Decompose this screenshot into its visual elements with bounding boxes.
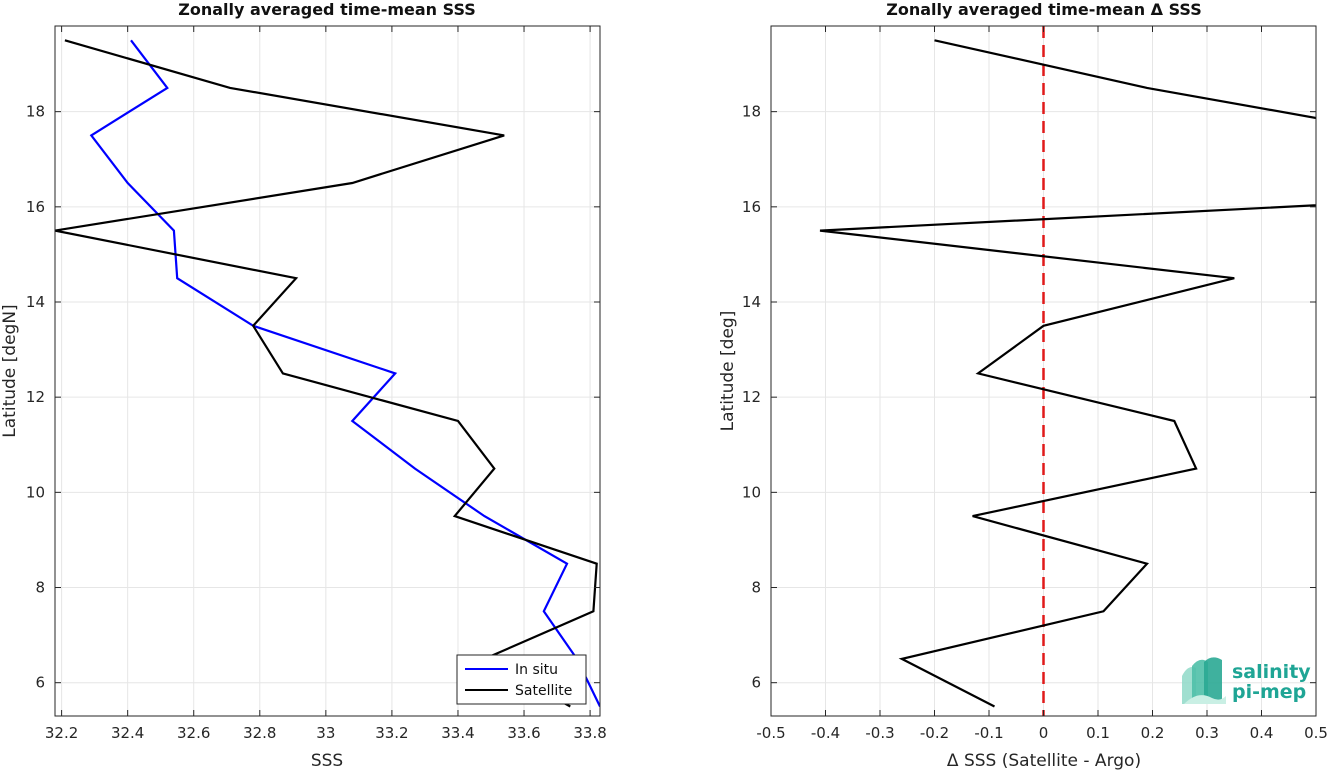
y-tick-label-left: 6 bbox=[35, 674, 45, 692]
x-tick-label-right: -0.1 bbox=[974, 724, 1003, 742]
x-tick-label-right: -0.3 bbox=[865, 724, 894, 742]
series-layer-left bbox=[55, 39, 600, 708]
x-tick-label-right: -0.2 bbox=[920, 724, 949, 742]
panel-left: 32.2 32.4 32.6 32.8 33 33.2 33.4 33.6 33.8 6 8 10 12… bbox=[0, 0, 607, 770]
x-tick-label-right: 0.1 bbox=[1086, 724, 1110, 742]
legend: In situ Satellite bbox=[456, 654, 587, 705]
chart-title-right: Zonally averaged time-mean Δ SSS bbox=[886, 0, 1202, 19]
y-tick-label-left: 8 bbox=[35, 579, 45, 597]
ticks-right: -0.5 -0.4 -0.3 -0.2 -0.1 0 0.1 0.2 0.3 0.4 0.5 6 8 10… bbox=[742, 26, 1328, 742]
series-line-in-situ bbox=[89, 39, 600, 707]
y-tick-label-right: 18 bbox=[742, 103, 761, 121]
x-tick-label-left: 33.4 bbox=[441, 724, 474, 742]
panel-right: -0.5 -0.4 -0.3 -0.2 -0.1 0 0.1 0.2 0.3 0.4 0.5 6 8 10… bbox=[718, 0, 1328, 770]
x-tick-label-left: 33 bbox=[316, 724, 335, 742]
y-tick-label-right: 8 bbox=[751, 579, 761, 597]
y-tick-label-right: 10 bbox=[742, 483, 761, 501]
y-tick-label-left: 12 bbox=[26, 388, 45, 406]
x-tick-label-left: 32.2 bbox=[45, 724, 78, 742]
x-tick-label-left: 32.8 bbox=[243, 724, 276, 742]
y-axis-label-left: Latitude [degN] bbox=[0, 304, 20, 437]
series-line-satellite bbox=[55, 39, 598, 708]
x-tick-label-right: 0 bbox=[1039, 724, 1049, 742]
logo-line-1: salinity bbox=[1232, 661, 1311, 683]
y-axis-label-right: Latitude [deg] bbox=[718, 311, 738, 432]
y-tick-label-left: 18 bbox=[26, 103, 45, 121]
x-axis-label-left: SSS bbox=[311, 751, 343, 770]
x-tick-label-right: 0.2 bbox=[1141, 724, 1165, 742]
y-tick-label-left: 10 bbox=[26, 483, 45, 501]
y-tick-label-right: 12 bbox=[742, 388, 761, 406]
series-line-delta-sss bbox=[819, 39, 1316, 708]
series-layer-right bbox=[819, 39, 1316, 708]
salinity-pi-mep-logo: salinity pi-mep bbox=[1182, 657, 1311, 704]
x-tick-label-left: 33.8 bbox=[573, 724, 606, 742]
x-tick-label-left: 32.6 bbox=[177, 724, 210, 742]
x-tick-label-left: 33.2 bbox=[375, 724, 408, 742]
axes-box-left bbox=[54, 25, 601, 717]
x-tick-label-right: 0.3 bbox=[1195, 724, 1219, 742]
x-tick-label-left: 32.4 bbox=[111, 724, 144, 742]
y-tick-label-right: 14 bbox=[742, 293, 761, 311]
ticks-left: 32.2 32.4 32.6 32.8 33 33.2 33.4 33.6 33.8 6 8 10 12… bbox=[26, 26, 607, 742]
logo-line-2: pi-mep bbox=[1232, 681, 1306, 703]
x-tick-label-right: -0.4 bbox=[811, 724, 840, 742]
y-tick-label-right: 6 bbox=[751, 674, 761, 692]
x-tick-label-left: 33.6 bbox=[507, 724, 540, 742]
x-tick-label-right: 0.5 bbox=[1304, 724, 1328, 742]
chart-title-left: Zonally averaged time-mean SSS bbox=[178, 0, 476, 19]
y-tick-label-left: 16 bbox=[26, 198, 45, 216]
legend-box bbox=[456, 654, 587, 705]
y-tick-label-left: 14 bbox=[26, 293, 45, 311]
plot-area-left bbox=[55, 26, 600, 716]
wave-logo-icon bbox=[1182, 657, 1226, 704]
x-axis-label-right: Δ SSS (Satellite - Argo) bbox=[947, 751, 1141, 770]
legend-label-in-situ: In situ bbox=[515, 662, 558, 678]
x-tick-label-right: -0.5 bbox=[756, 724, 785, 742]
legend-label-satellite: Satellite bbox=[515, 683, 572, 699]
x-tick-label-right: 0.4 bbox=[1250, 724, 1274, 742]
y-tick-label-right: 16 bbox=[742, 198, 761, 216]
